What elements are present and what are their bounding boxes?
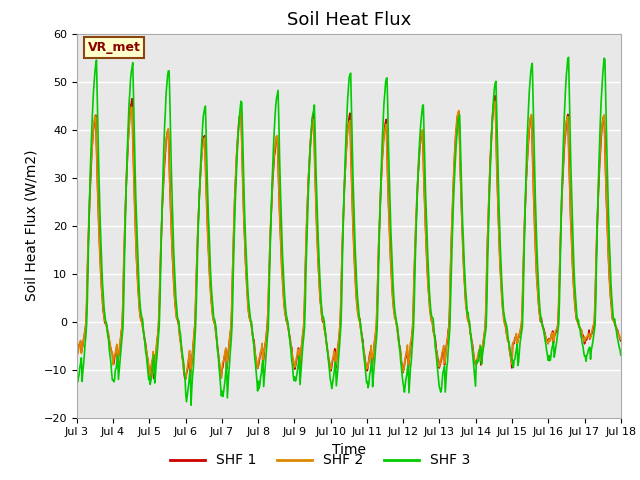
SHF 3	[188, 402, 195, 408]
Line: SHF 2: SHF 2	[77, 101, 621, 379]
SHF 3	[564, 54, 572, 60]
SHF 2	[73, 351, 81, 357]
SHF 2	[416, 147, 424, 153]
SHF 2	[431, 343, 439, 349]
Text: VR_met: VR_met	[88, 41, 141, 54]
SHF 2	[223, 357, 231, 362]
Title: Soil Heat Flux: Soil Heat Flux	[287, 11, 411, 29]
SHF 2	[182, 376, 189, 382]
SHF 3	[223, 395, 231, 401]
SHF 3	[431, 346, 439, 351]
SHF 1	[431, 337, 439, 343]
SHF 1	[73, 352, 81, 358]
Legend: SHF 1, SHF 2, SHF 3: SHF 1, SHF 2, SHF 3	[164, 448, 476, 473]
SHF 3	[416, 140, 424, 145]
SHF 1	[223, 360, 231, 366]
SHF 2	[83, 297, 90, 303]
SHF 3	[73, 373, 81, 379]
SHF 1	[617, 338, 625, 344]
X-axis label: Time: Time	[332, 443, 366, 457]
SHF 1	[492, 93, 499, 99]
SHF 3	[83, 321, 90, 326]
SHF 1	[139, 323, 147, 328]
SHF 3	[139, 316, 147, 322]
SHF 2	[617, 336, 625, 342]
SHF 1	[416, 148, 424, 154]
Y-axis label: Soil Heat Flux (W/m2): Soil Heat Flux (W/m2)	[24, 150, 38, 301]
Line: SHF 3: SHF 3	[77, 57, 621, 405]
SHF 3	[195, 212, 202, 217]
SHF 1	[195, 209, 202, 215]
SHF 2	[492, 98, 499, 104]
SHF 1	[181, 376, 189, 382]
SHF 3	[617, 352, 625, 358]
SHF 2	[195, 209, 202, 215]
SHF 1	[83, 306, 90, 312]
Line: SHF 1: SHF 1	[77, 96, 621, 379]
SHF 2	[139, 325, 147, 331]
